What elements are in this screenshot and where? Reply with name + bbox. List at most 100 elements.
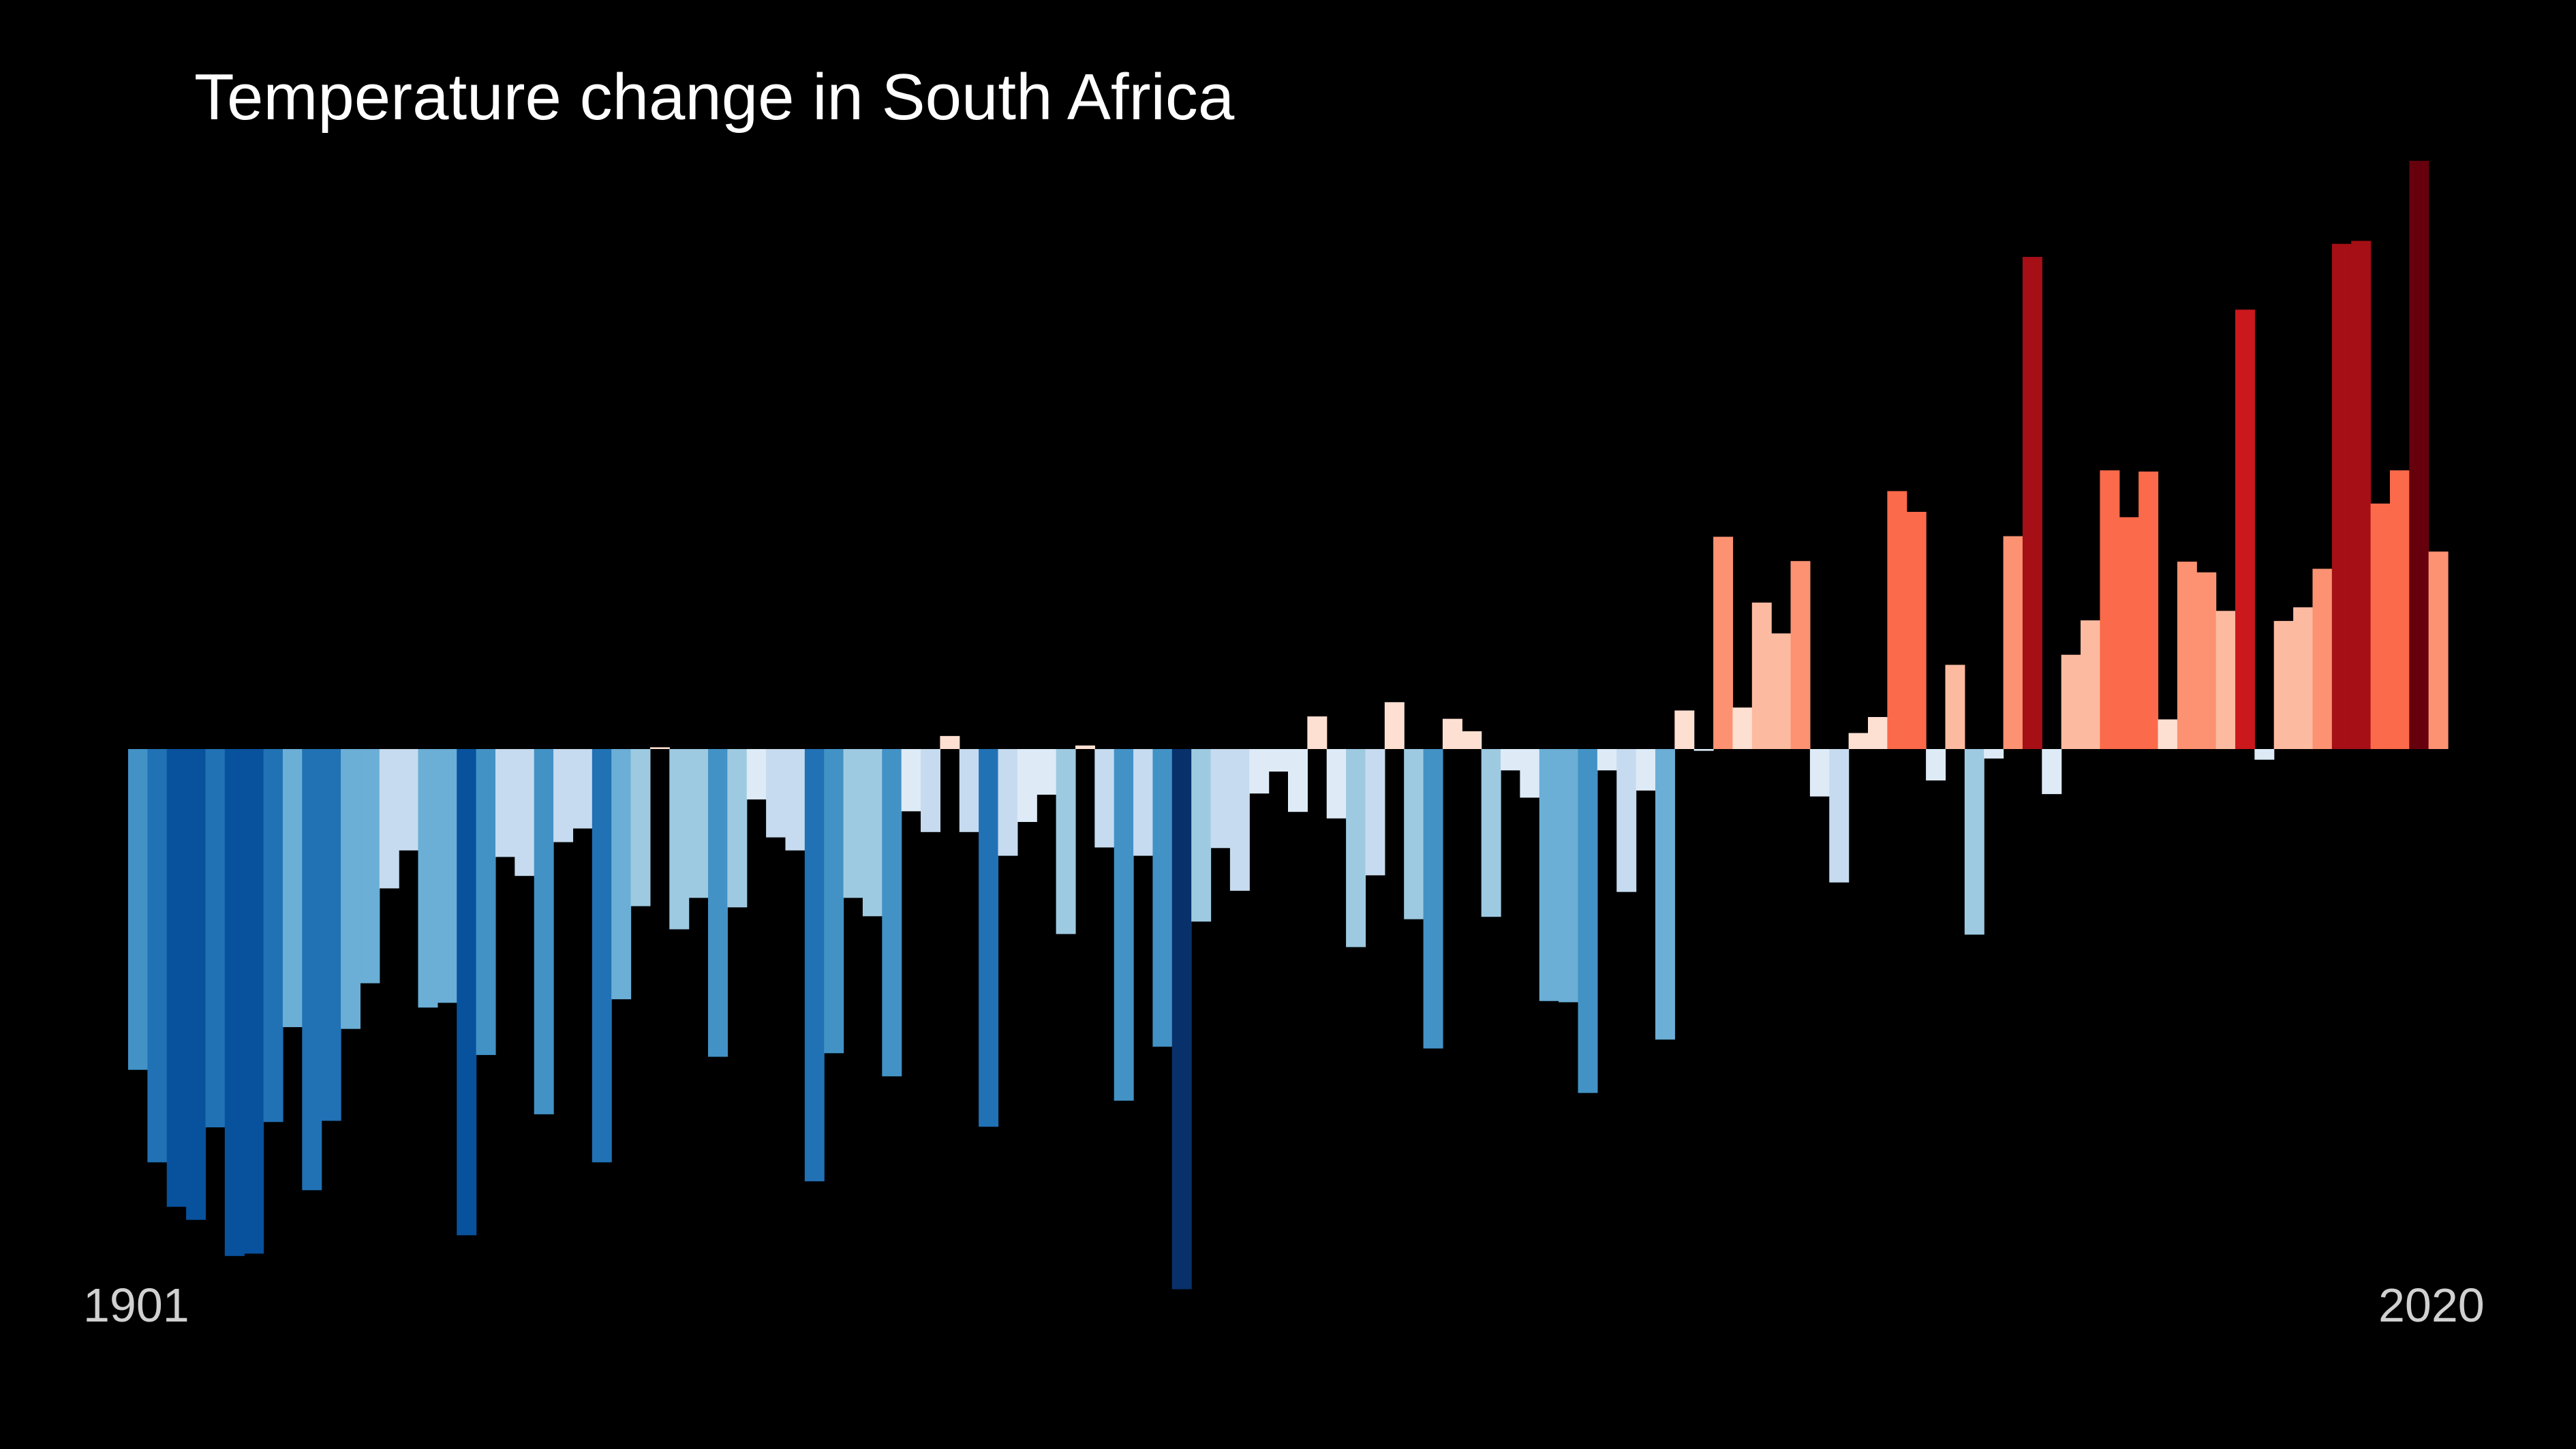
bar-1996 (1964, 749, 1984, 935)
bar-1998 (2003, 536, 2023, 749)
bar-1915 (399, 749, 419, 851)
bar-1924 (572, 749, 593, 829)
bar-1964 (1346, 749, 1366, 947)
bar-1941 (901, 749, 921, 812)
bar-2008 (2196, 572, 2217, 749)
bar-1952 (1114, 749, 1134, 1101)
bar-1956 (1191, 749, 1212, 922)
bar-1960 (1268, 749, 1289, 772)
bar-1917 (437, 749, 457, 1003)
bar-1965 (1365, 749, 1385, 876)
bar-1994 (1926, 749, 1946, 781)
bar-1953 (1133, 749, 1154, 856)
bar-1906 (224, 749, 245, 1256)
bar-2013 (2293, 607, 2314, 749)
bar-1959 (1249, 749, 1270, 794)
bar-1974 (1539, 749, 1559, 1001)
bar-1970 (1462, 731, 1482, 749)
bar-1909 (282, 749, 303, 1028)
end-year-label: 2020 (2378, 1279, 2485, 1332)
bar-1930 (688, 749, 709, 898)
bar-2000 (2042, 749, 2062, 795)
bar-1971 (1481, 749, 1501, 917)
bar-2005 (2138, 471, 2159, 749)
bar-1948 (1037, 749, 1057, 795)
bar-1907 (244, 749, 264, 1254)
bar-1935 (785, 749, 806, 851)
bar-1903 (166, 749, 187, 1207)
bar-1922 (534, 749, 554, 1114)
bar-1978 (1616, 749, 1637, 892)
bar-1980 (1655, 749, 1675, 1040)
bar-1977 (1597, 749, 1617, 771)
bar-1936 (804, 749, 825, 1182)
bar-1973 (1520, 749, 1540, 798)
bar-2007 (2177, 562, 2197, 749)
bar-1902 (147, 749, 168, 1163)
bar-1934 (766, 749, 786, 838)
bar-1921 (515, 749, 535, 876)
bar-2019 (2409, 160, 2429, 749)
bar-1928 (649, 747, 670, 749)
bar-1955 (1171, 749, 1192, 1290)
bar-1975 (1559, 749, 1579, 1003)
bar-1943 (940, 735, 960, 749)
bar-2011 (2254, 749, 2275, 760)
bar-2004 (2119, 517, 2139, 749)
bar-1993 (1906, 512, 1927, 749)
bar-1947 (1017, 749, 1037, 823)
bar-1946 (998, 749, 1018, 856)
bar-1933 (746, 749, 767, 799)
bar-1966 (1384, 702, 1405, 749)
bar-1913 (360, 749, 380, 983)
bar-1938 (843, 749, 863, 898)
bar-2017 (2370, 503, 2391, 749)
bar-1951 (1094, 749, 1115, 848)
bar-1988 (1809, 749, 1830, 797)
bar-1991 (1868, 717, 1888, 749)
bar-1942 (921, 749, 940, 832)
bar-1999 (2022, 256, 2042, 749)
bar-1962 (1307, 716, 1328, 749)
bar-1944 (959, 749, 979, 832)
bar-1986 (1771, 633, 1792, 749)
bar-1912 (341, 749, 361, 1029)
bar-1911 (321, 749, 341, 1121)
bar-1910 (302, 749, 322, 1191)
bar-1919 (476, 749, 496, 1055)
bar-1904 (186, 749, 206, 1220)
bar-2003 (2100, 470, 2120, 749)
bar-1916 (418, 749, 438, 1008)
bar-1937 (824, 749, 844, 1054)
bar-1969 (1442, 718, 1462, 749)
bar-1923 (553, 749, 574, 842)
bar-1929 (669, 749, 690, 930)
bar-1927 (630, 749, 651, 906)
start-year-label: 1901 (83, 1279, 189, 1332)
bar-1979 (1636, 749, 1656, 791)
bar-1914 (379, 749, 399, 889)
bar-1967 (1404, 749, 1424, 919)
bar-1985 (1751, 603, 1772, 749)
bar-1931 (708, 749, 728, 1057)
bar-2001 (2061, 654, 2081, 749)
bar-1976 (1578, 749, 1598, 1093)
bar-1957 (1210, 749, 1231, 849)
bar-1982 (1693, 749, 1714, 751)
bar-1963 (1326, 749, 1347, 819)
bar-2002 (2081, 620, 2100, 749)
bar-1997 (1984, 749, 2004, 759)
bar-1945 (979, 749, 999, 1127)
bar-1920 (495, 749, 515, 857)
bar-1950 (1075, 745, 1095, 749)
bar-1939 (862, 749, 883, 917)
bar-1905 (205, 749, 226, 1128)
bar-2009 (2215, 611, 2236, 749)
bar-1926 (611, 749, 632, 1000)
bar-1932 (727, 749, 748, 908)
bar-2016 (2351, 241, 2372, 749)
bar-2014 (2312, 568, 2333, 749)
bar-1901 (128, 749, 148, 1070)
bar-1961 (1288, 749, 1308, 812)
